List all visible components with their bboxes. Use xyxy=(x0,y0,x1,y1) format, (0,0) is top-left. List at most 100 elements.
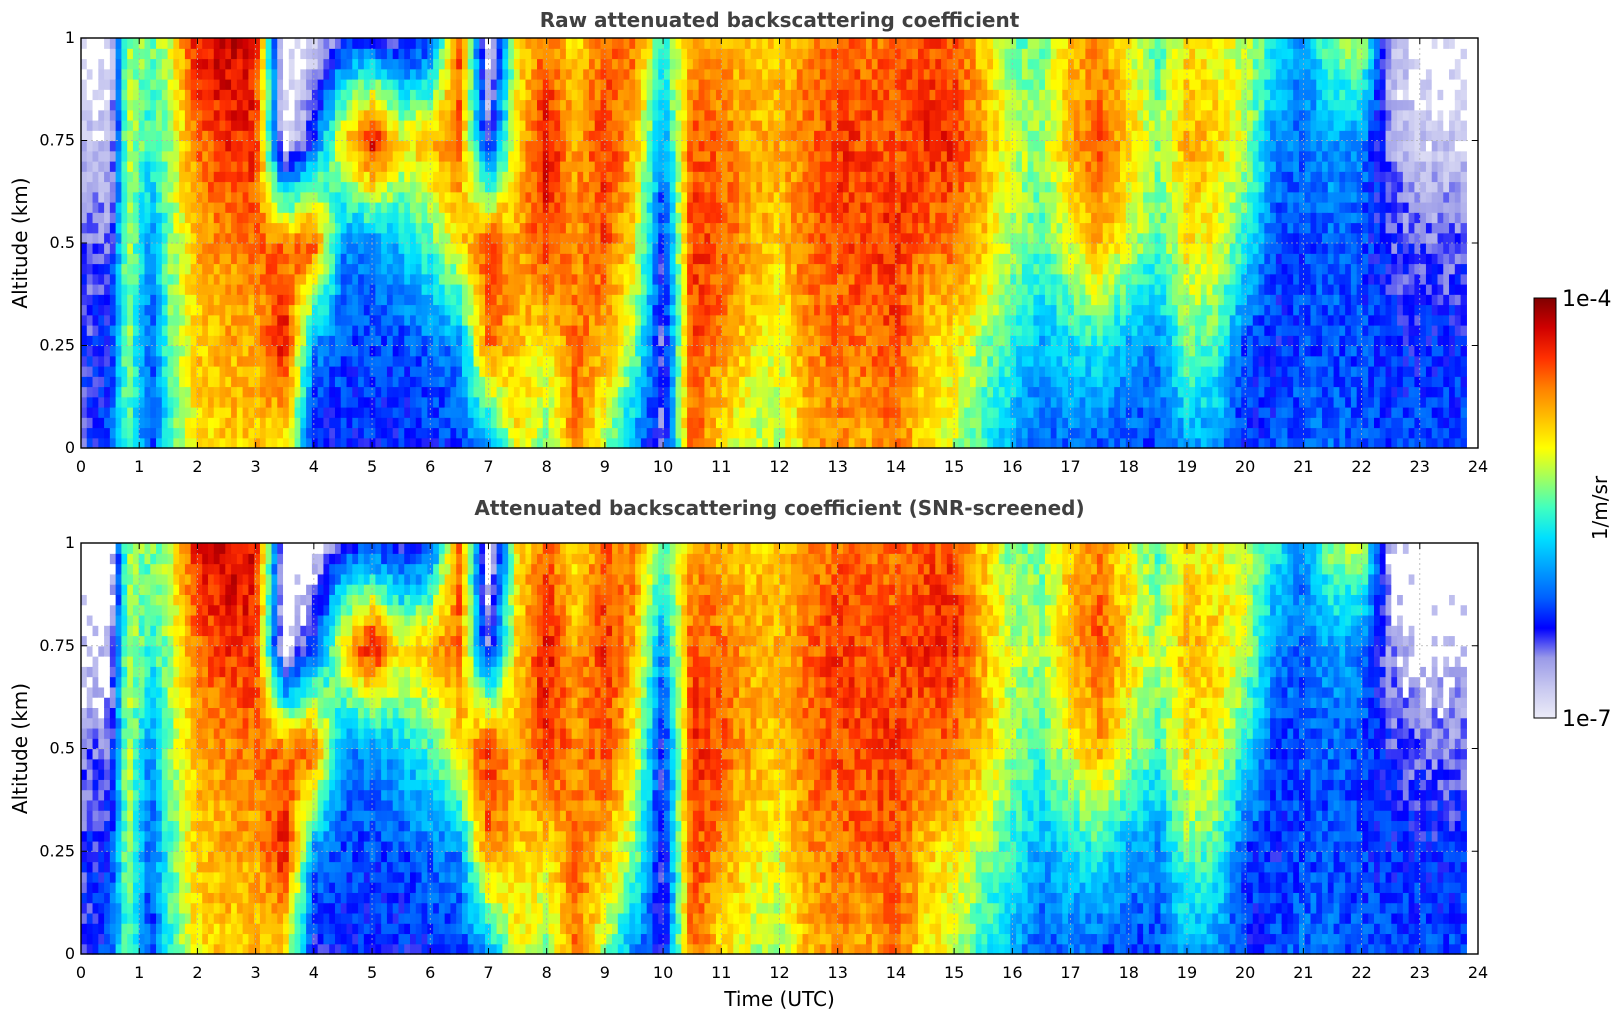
heatmap-cell xyxy=(196,212,203,224)
heatmap-cell xyxy=(704,79,711,90)
heatmap-cell xyxy=(537,38,544,49)
heatmap-cell xyxy=(675,89,682,101)
heatmap-cell xyxy=(467,437,475,449)
heatmap-cell xyxy=(415,181,423,193)
heatmap-cell xyxy=(669,325,677,336)
heatmap-cell xyxy=(698,437,706,449)
heatmap-cell xyxy=(236,253,244,265)
heatmap-cell xyxy=(121,273,128,285)
heatmap-cell xyxy=(548,140,555,152)
heatmap-cell xyxy=(404,181,411,193)
heatmap-cell xyxy=(739,243,746,254)
heatmap-cell xyxy=(150,222,157,234)
heatmap-cell xyxy=(715,396,723,408)
heatmap-cell xyxy=(779,222,786,234)
heatmap-cell xyxy=(109,417,117,429)
heatmap-cell xyxy=(386,304,394,316)
heatmap-cell xyxy=(606,68,613,80)
heatmap-cell xyxy=(606,417,613,429)
heatmap-cell xyxy=(548,181,555,193)
heatmap-cell xyxy=(156,130,163,142)
heatmap-cell xyxy=(127,79,134,90)
heatmap-cell xyxy=(467,89,475,101)
heatmap-cell xyxy=(669,232,677,244)
heatmap-cell xyxy=(600,120,607,131)
heatmap-cell xyxy=(762,130,769,142)
heatmap-cell xyxy=(681,294,688,306)
heatmap-cell xyxy=(386,253,394,265)
heatmap-cell xyxy=(259,335,267,347)
heatmap-cell xyxy=(415,427,423,439)
heatmap-cell xyxy=(225,304,232,316)
heatmap-cell xyxy=(404,171,411,183)
heatmap-cell xyxy=(525,212,532,224)
heatmap-cell xyxy=(681,355,688,367)
heatmap-cell xyxy=(156,140,163,152)
heatmap-cell xyxy=(767,161,775,172)
heatmap-cell xyxy=(150,243,157,254)
heatmap-cell xyxy=(231,38,238,49)
heatmap-cell xyxy=(115,181,122,193)
heatmap-cell xyxy=(248,284,255,295)
heatmap-cell xyxy=(306,212,313,224)
heatmap-cell xyxy=(300,376,307,388)
heatmap-cell xyxy=(791,273,798,285)
heatmap-cell xyxy=(271,79,278,90)
heatmap-cell xyxy=(271,181,278,193)
heatmap-cell xyxy=(548,130,555,142)
heatmap-cell xyxy=(692,68,700,80)
heatmap-cell xyxy=(202,386,209,398)
heatmap-cell xyxy=(329,335,336,347)
heatmap-cell xyxy=(519,376,527,388)
heatmap-cell xyxy=(554,232,561,244)
heatmap-cell xyxy=(190,68,198,80)
heatmap-cell xyxy=(352,89,359,101)
heatmap-cell xyxy=(259,427,267,439)
heatmap-cell xyxy=(525,376,532,388)
heatmap-cell xyxy=(86,68,94,80)
heatmap-cell xyxy=(231,171,238,183)
heatmap-cell xyxy=(525,232,532,244)
heatmap-cell xyxy=(381,212,388,224)
heatmap-cell xyxy=(334,68,342,80)
heatmap-cell xyxy=(756,130,763,142)
heatmap-cell xyxy=(531,130,538,142)
heatmap-cell xyxy=(456,181,463,193)
heatmap-cell xyxy=(664,202,671,213)
heatmap-cell xyxy=(525,417,532,429)
heatmap-cell xyxy=(715,109,723,121)
heatmap-cell xyxy=(81,202,88,213)
heatmap-cell xyxy=(109,202,117,213)
heatmap-cell xyxy=(508,284,515,295)
heatmap-cell xyxy=(231,273,238,285)
heatmap-cell xyxy=(456,417,463,429)
heatmap-cell xyxy=(179,99,186,111)
heatmap-cell xyxy=(179,48,186,60)
heatmap-cell xyxy=(404,284,411,295)
heatmap-cell xyxy=(323,355,330,367)
heatmap-cell xyxy=(473,109,480,121)
heatmap-cell xyxy=(623,202,630,213)
heatmap-cell xyxy=(300,284,307,295)
heatmap-cell xyxy=(560,437,567,449)
heatmap-cell xyxy=(756,314,763,326)
heatmap-cell xyxy=(196,89,203,101)
heatmap-cell xyxy=(594,427,602,439)
heatmap-cell xyxy=(675,202,682,213)
heatmap-cell xyxy=(658,171,665,183)
heatmap-cell xyxy=(121,38,128,49)
heatmap-cell xyxy=(156,396,163,408)
heatmap-cell xyxy=(675,294,682,306)
heatmap-cell xyxy=(386,222,394,234)
heatmap-cell xyxy=(687,68,694,80)
heatmap-cell xyxy=(525,38,532,49)
heatmap-cell xyxy=(138,273,146,285)
heatmap-cell xyxy=(554,161,561,172)
heatmap-cell xyxy=(629,355,636,367)
heatmap-cell xyxy=(617,58,625,70)
heatmap-cell xyxy=(467,273,475,285)
heatmap-cell xyxy=(762,109,769,121)
heatmap-cell xyxy=(479,325,486,336)
heatmap-cell xyxy=(132,376,140,388)
heatmap-cell xyxy=(375,376,382,388)
